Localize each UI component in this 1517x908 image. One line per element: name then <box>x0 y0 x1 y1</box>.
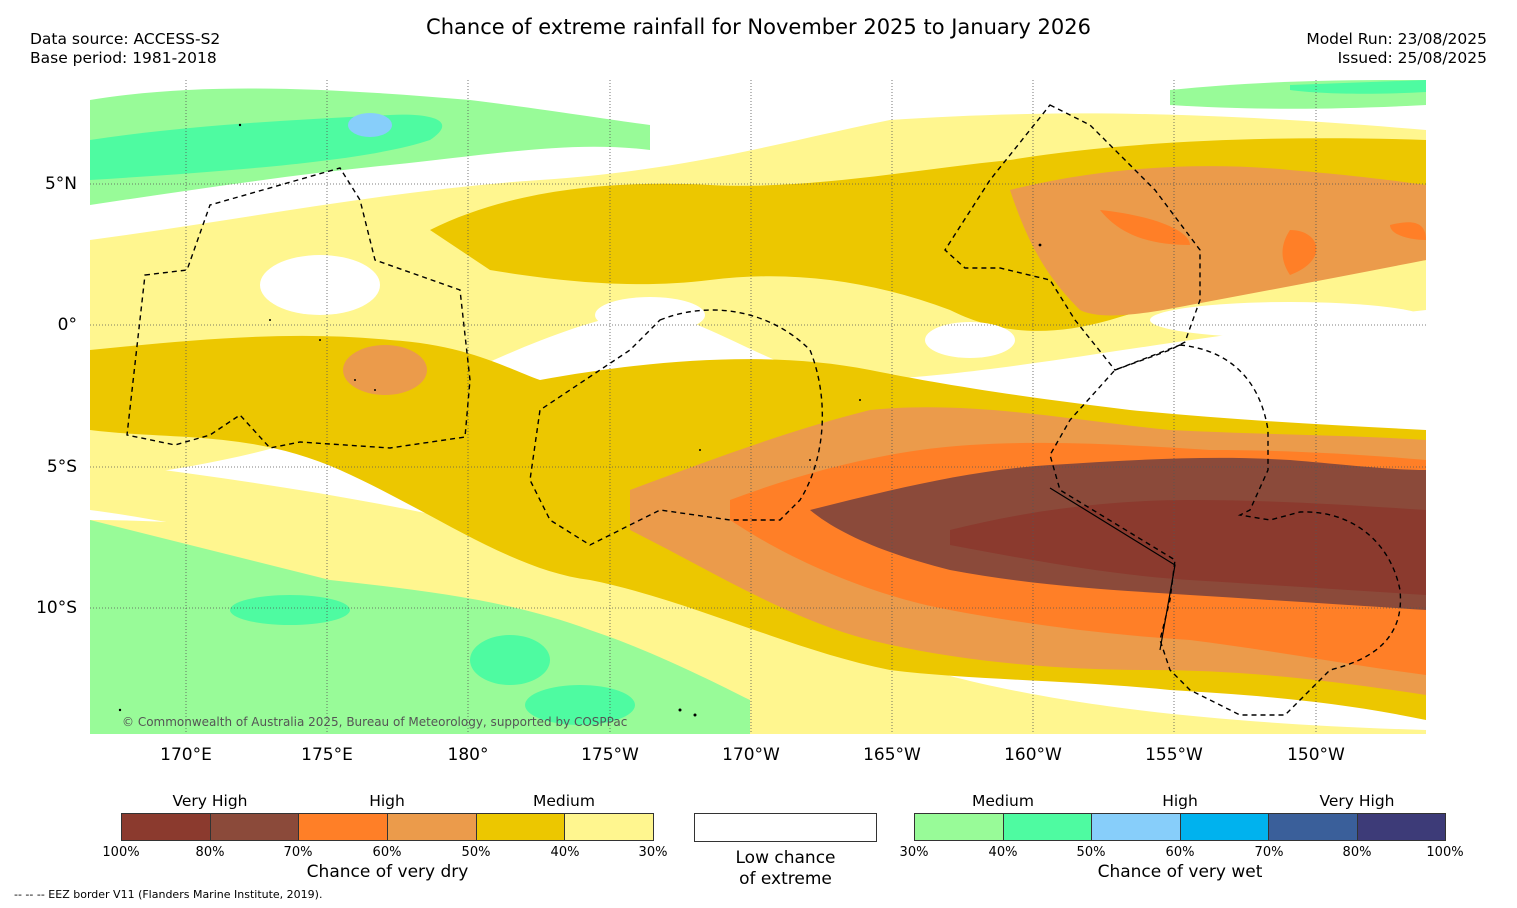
low-chance-gap-2 <box>925 322 1015 358</box>
lat-label-5s: 5°S <box>46 457 77 477</box>
wet-swatch-30-40 <box>915 814 1004 840</box>
rainfall-map: © Commonwealth of Australia 2025, Bureau… <box>90 80 1426 734</box>
dry-60-islands <box>343 345 427 395</box>
copyright-notice: © Commonwealth of Australia 2025, Bureau… <box>122 715 628 729</box>
low-chance-line2: of extreme <box>739 869 832 889</box>
lat-label-10s: 10°S <box>36 598 77 618</box>
wet-swatch-60-70 <box>1180 814 1269 840</box>
wet-legend-title: Chance of very wet <box>1097 862 1263 882</box>
dry-legend-title: Chance of very dry <box>306 862 469 882</box>
lon-label-155w: 155°W <box>1145 745 1203 765</box>
lon-label-175e: 175°E <box>301 745 353 765</box>
dry-tick: 40% <box>550 845 580 860</box>
lon-label-150w: 150°W <box>1287 745 1345 765</box>
run-info: Model Run: 23/08/2025 Issued: 25/08/2025 <box>1306 30 1487 68</box>
rainfall-map-svg <box>90 80 1426 734</box>
dry-category-medium: Medium <box>533 792 595 810</box>
data-source-text: Data source: ACCESS-S2 <box>30 30 221 48</box>
dry-swatch-100-80 <box>122 814 211 840</box>
dry-100-core <box>950 500 1426 595</box>
source-info: Data source: ACCESS-S2 Base period: 1981… <box>30 30 220 68</box>
wet-spot-south-2 <box>470 635 550 685</box>
low-chance-swatch <box>694 813 877 842</box>
wet-spot-north <box>348 113 392 137</box>
dry-category-very-high: Very High <box>172 792 248 810</box>
dry-swatch-60-50 <box>388 814 477 840</box>
lon-label-165w: 165°W <box>863 745 921 765</box>
wet-color-bar <box>914 813 1446 841</box>
wet-band-south <box>90 520 750 734</box>
map-title: Chance of extreme rainfall for November … <box>426 15 1091 39</box>
low-chance-line1: Low chance <box>735 848 836 868</box>
dry-60-north <box>1010 166 1426 316</box>
island-markers <box>118 123 1042 717</box>
low-chance-gap-4 <box>1150 302 1426 338</box>
lon-label-160w: 160°W <box>1004 745 1062 765</box>
dry-tick: 60% <box>372 845 402 860</box>
eez-kiribati-phoenix <box>529 309 823 546</box>
wet-tick: 40% <box>988 845 1018 860</box>
wet-spot-south-3 <box>525 685 635 725</box>
lon-label-180: 180° <box>447 745 489 765</box>
dry-tick: 100% <box>102 845 140 860</box>
graticule <box>90 80 1426 734</box>
low-chance-gap-5 <box>260 255 380 315</box>
dry-tick: 50% <box>461 845 491 860</box>
wet-swatch-50-60 <box>1092 814 1181 840</box>
eez-border-note: -- -- -- EEZ border V11 (Flanders Marine… <box>14 888 323 901</box>
wet-tick: 50% <box>1076 845 1106 860</box>
dry-swatch-70-60 <box>299 814 389 840</box>
wet-category-medium: Medium <box>972 792 1034 810</box>
wet-swatch-70-80 <box>1269 814 1358 840</box>
dry-tick: 30% <box>638 845 668 860</box>
wet-tick: 30% <box>899 845 929 860</box>
model-run-text: Model Run: 23/08/2025 <box>1306 30 1487 48</box>
lat-label-0: 0° <box>57 315 77 335</box>
dry-swatch-80-70 <box>210 814 300 840</box>
eez-solid-border <box>1049 487 1176 651</box>
wet-tick: 60% <box>1165 845 1195 860</box>
low-chance-label: Low chance of extreme <box>694 848 877 890</box>
lon-label-170w: 170°W <box>722 745 780 765</box>
eez-kiribati-line <box>944 104 1201 371</box>
wet-category-very-high: Very High <box>1319 792 1395 810</box>
dry-tick: 80% <box>195 845 225 860</box>
wet-tick: 70% <box>1254 845 1284 860</box>
wet-band-ne-core <box>1290 80 1426 94</box>
lon-label-170e: 170°E <box>160 745 212 765</box>
low-chance-gap-3 <box>1230 330 1426 410</box>
low-chance-gap-1 <box>595 297 705 333</box>
wet-swatch-80-100 <box>1357 814 1445 840</box>
dry-color-bar <box>121 813 654 841</box>
wet-spot-south-1 <box>230 595 350 625</box>
wet-tick: 80% <box>1342 845 1372 860</box>
lon-label-175w: 175°W <box>581 745 639 765</box>
base-period-text: Base period: 1981-2018 <box>30 49 217 67</box>
dry-swatch-50-40 <box>476 814 566 840</box>
lat-label-5n: 5°N <box>44 174 77 194</box>
dry-swatch-40-30 <box>565 814 654 840</box>
wet-tick: 100% <box>1426 845 1464 860</box>
dry-category-high: High <box>369 792 405 810</box>
wet-category-high: High <box>1162 792 1198 810</box>
issued-text: Issued: 25/08/2025 <box>1337 49 1487 67</box>
eez-kiribati-gilbert <box>126 167 471 449</box>
wet-swatch-40-50 <box>1003 814 1092 840</box>
dry-tick: 70% <box>283 845 313 860</box>
eez-borders <box>126 104 1402 716</box>
dry-70-north <box>1100 210 1426 275</box>
